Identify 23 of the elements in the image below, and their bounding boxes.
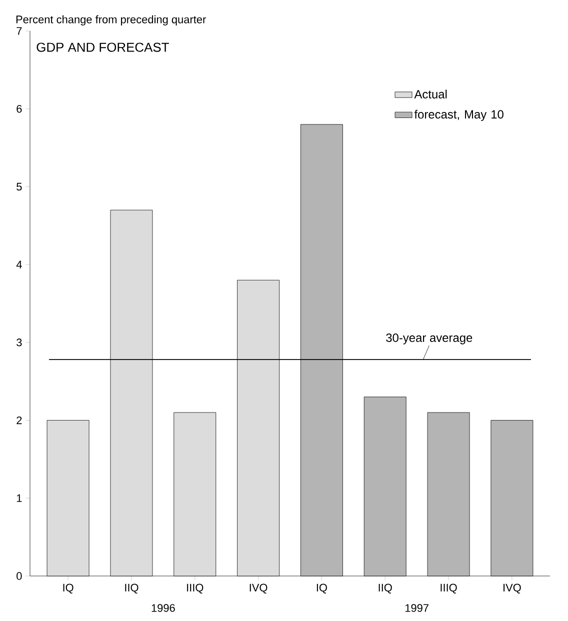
x-tick-label: IVQ bbox=[250, 584, 268, 594]
x-tick-label: IVQ bbox=[504, 584, 521, 594]
legend-label: Actual bbox=[414, 90, 447, 98]
y-tick-label: 6 bbox=[16, 104, 22, 113]
x-tick-label: IIIQ bbox=[187, 584, 204, 594]
text: GDP AND FORECAST bbox=[36, 42, 169, 52]
ref-line-label: 30-year average bbox=[386, 334, 472, 344]
x-tick-label: IQ bbox=[316, 584, 327, 594]
y-tick-label: 5 bbox=[16, 182, 22, 191]
y-tick-label: 3 bbox=[16, 338, 22, 346]
y-tick-label: 1 bbox=[16, 494, 22, 502]
y-tick-label: 4 bbox=[16, 260, 22, 268]
y-tick-label: 0 bbox=[16, 572, 22, 580]
y-tick-label: 7 bbox=[16, 27, 22, 35]
y-tick-label: 2 bbox=[16, 416, 22, 424]
x-tick-label: IIQ bbox=[125, 584, 138, 594]
legend-label: forecast, May 10 bbox=[414, 110, 504, 121]
text: 1996 bbox=[152, 604, 175, 612]
y-axis-title: Percent change from preceding quarter bbox=[16, 15, 206, 26]
x-tick-label: IIQ bbox=[378, 584, 392, 594]
x-tick-label: IIIQ bbox=[440, 584, 457, 594]
x-tick-label: IQ bbox=[63, 584, 74, 594]
text: 1997 bbox=[405, 604, 428, 612]
